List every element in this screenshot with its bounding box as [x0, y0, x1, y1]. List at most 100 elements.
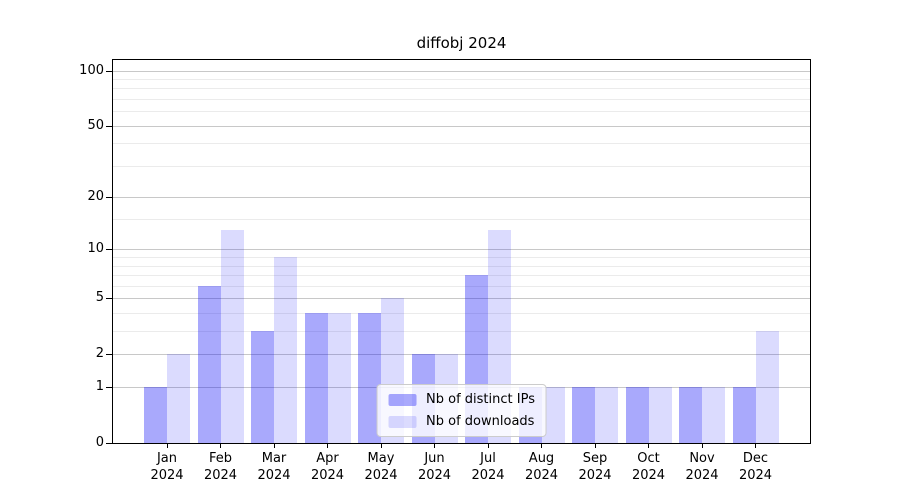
gridline-major — [113, 197, 810, 199]
gridline-major — [113, 125, 810, 127]
y-tick-label: 2 — [95, 346, 104, 362]
x-tick-mark — [487, 443, 489, 448]
x-tick-label: Dec 2024 — [724, 450, 788, 484]
y-tick-label: 5 — [95, 290, 104, 306]
x-tick-mark — [380, 443, 382, 448]
x-tick-label: Jul 2024 — [456, 450, 520, 484]
x-tick-label-month: May — [367, 451, 395, 466]
x-tick-label-year: 2024 — [364, 468, 398, 483]
x-tick-mark — [434, 443, 435, 448]
x-tick-label: Mar 2024 — [242, 450, 306, 484]
y-tick-mark — [106, 197, 112, 199]
x-tick-label: May 2024 — [349, 450, 413, 484]
x-tick-label: Aug 2024 — [510, 450, 574, 484]
x-tick-mark — [273, 443, 275, 448]
x-tick-label-year: 2024 — [203, 468, 238, 483]
x-tick-label: Nov 2024 — [670, 450, 734, 484]
x-tick-mark — [648, 443, 649, 448]
legend: Nb of distinct IPs Nb of downloads — [376, 384, 547, 437]
bar-ips-may — [358, 313, 381, 443]
gridline-minor — [113, 143, 810, 145]
x-tick-label-year: 2024 — [257, 468, 291, 483]
x-tick-label-month: Aug — [528, 451, 555, 466]
gridline-minor — [113, 331, 810, 333]
x-tick-label-month: Jul — [480, 451, 496, 466]
bar-downloads-oct — [648, 387, 672, 443]
y-tick-label: 1 — [95, 379, 104, 395]
x-tick-mark — [220, 443, 221, 448]
y-tick-mark — [106, 125, 112, 127]
y-tick-label: 20 — [87, 189, 104, 205]
legend-label-distinct-ips: Nb of distinct IPs — [426, 392, 535, 407]
x-tick-mark — [701, 443, 703, 448]
y-tick-mark — [106, 354, 112, 356]
x-tick-label-month: Dec — [742, 451, 769, 466]
bar-downloads-apr — [327, 313, 351, 443]
x-tick-label-year: 2024 — [685, 468, 719, 483]
gridline-minor — [113, 88, 810, 90]
gridline-minor — [113, 111, 810, 113]
x-tick-mark — [594, 443, 596, 448]
gridline-minor — [113, 78, 810, 80]
x-tick-label-year: 2024 — [310, 468, 345, 483]
y-tick-mark — [106, 443, 112, 444]
bar-ips-jan — [144, 387, 167, 443]
gridline-major — [113, 249, 810, 251]
y-tick-label: 0 — [95, 435, 104, 450]
bar-ips-nov — [679, 387, 702, 443]
x-tick-label-year: 2024 — [578, 468, 612, 483]
bar-downloads-dec — [755, 331, 779, 443]
bar-downloads-jan — [167, 354, 190, 443]
gridline-minor — [113, 98, 810, 100]
x-tick-label: Feb 2024 — [189, 450, 253, 484]
y-tick-label: 50 — [87, 117, 104, 133]
legend-swatch-ips-icon — [388, 393, 417, 406]
x-tick-mark — [755, 443, 756, 448]
bar-downloads-feb — [220, 230, 244, 443]
legend-item-downloads: Nb of downloads — [388, 414, 535, 429]
x-tick-label-month: Sep — [582, 451, 608, 466]
y-tick-mark — [106, 387, 112, 389]
x-tick-mark — [166, 443, 168, 448]
x-tick-label: Jun 2024 — [403, 450, 467, 484]
x-tick-label-month: Jun — [424, 451, 445, 466]
legend-label-downloads: Nb of downloads — [426, 414, 535, 429]
y-tick-mark — [106, 70, 112, 72]
bar-downloads-aug — [541, 387, 565, 443]
x-tick-label-year: 2024 — [738, 468, 773, 483]
x-tick-label-month: Feb — [208, 451, 233, 466]
x-tick-label-year: 2024 — [150, 468, 184, 483]
x-tick-label-month: Oct — [637, 451, 660, 466]
y-tick-label: 10 — [87, 241, 104, 257]
gridline-minor — [113, 285, 810, 287]
y-tick-mark — [106, 249, 112, 251]
gridline-minor — [113, 165, 810, 167]
gridline-major — [113, 354, 810, 356]
bar-downloads-mar — [274, 257, 297, 443]
x-tick-label: Sep 2024 — [563, 450, 627, 484]
bar-ips-feb — [197, 285, 221, 443]
bar-ips-dec — [732, 387, 756, 443]
y-tick-label: 100 — [79, 62, 104, 78]
chart-title: diffobj 2024 — [416, 34, 507, 52]
legend-item-distinct-ips: Nb of distinct IPs — [388, 392, 535, 407]
x-tick-label-year: 2024 — [524, 468, 559, 483]
gridline-major — [113, 70, 810, 72]
x-tick-mark — [541, 443, 542, 448]
x-tick-label-month: Mar — [261, 451, 287, 466]
bar-ips-apr — [304, 313, 328, 443]
x-tick-mark — [327, 443, 328, 448]
gridline-minor — [113, 313, 810, 315]
gridline-minor — [113, 257, 810, 259]
legend-swatch-downloads-icon — [388, 415, 417, 428]
x-tick-label: Jan 2024 — [135, 450, 199, 484]
bar-downloads-nov — [702, 387, 725, 443]
bar-downloads-sep — [595, 387, 618, 443]
gridline-major — [113, 298, 810, 300]
gridline-minor — [113, 265, 810, 267]
x-tick-label-month: Jan — [156, 451, 178, 466]
x-tick-label: Oct 2024 — [617, 450, 681, 484]
x-tick-label-year: 2024 — [631, 468, 666, 483]
x-tick-label-month: Nov — [689, 451, 715, 466]
